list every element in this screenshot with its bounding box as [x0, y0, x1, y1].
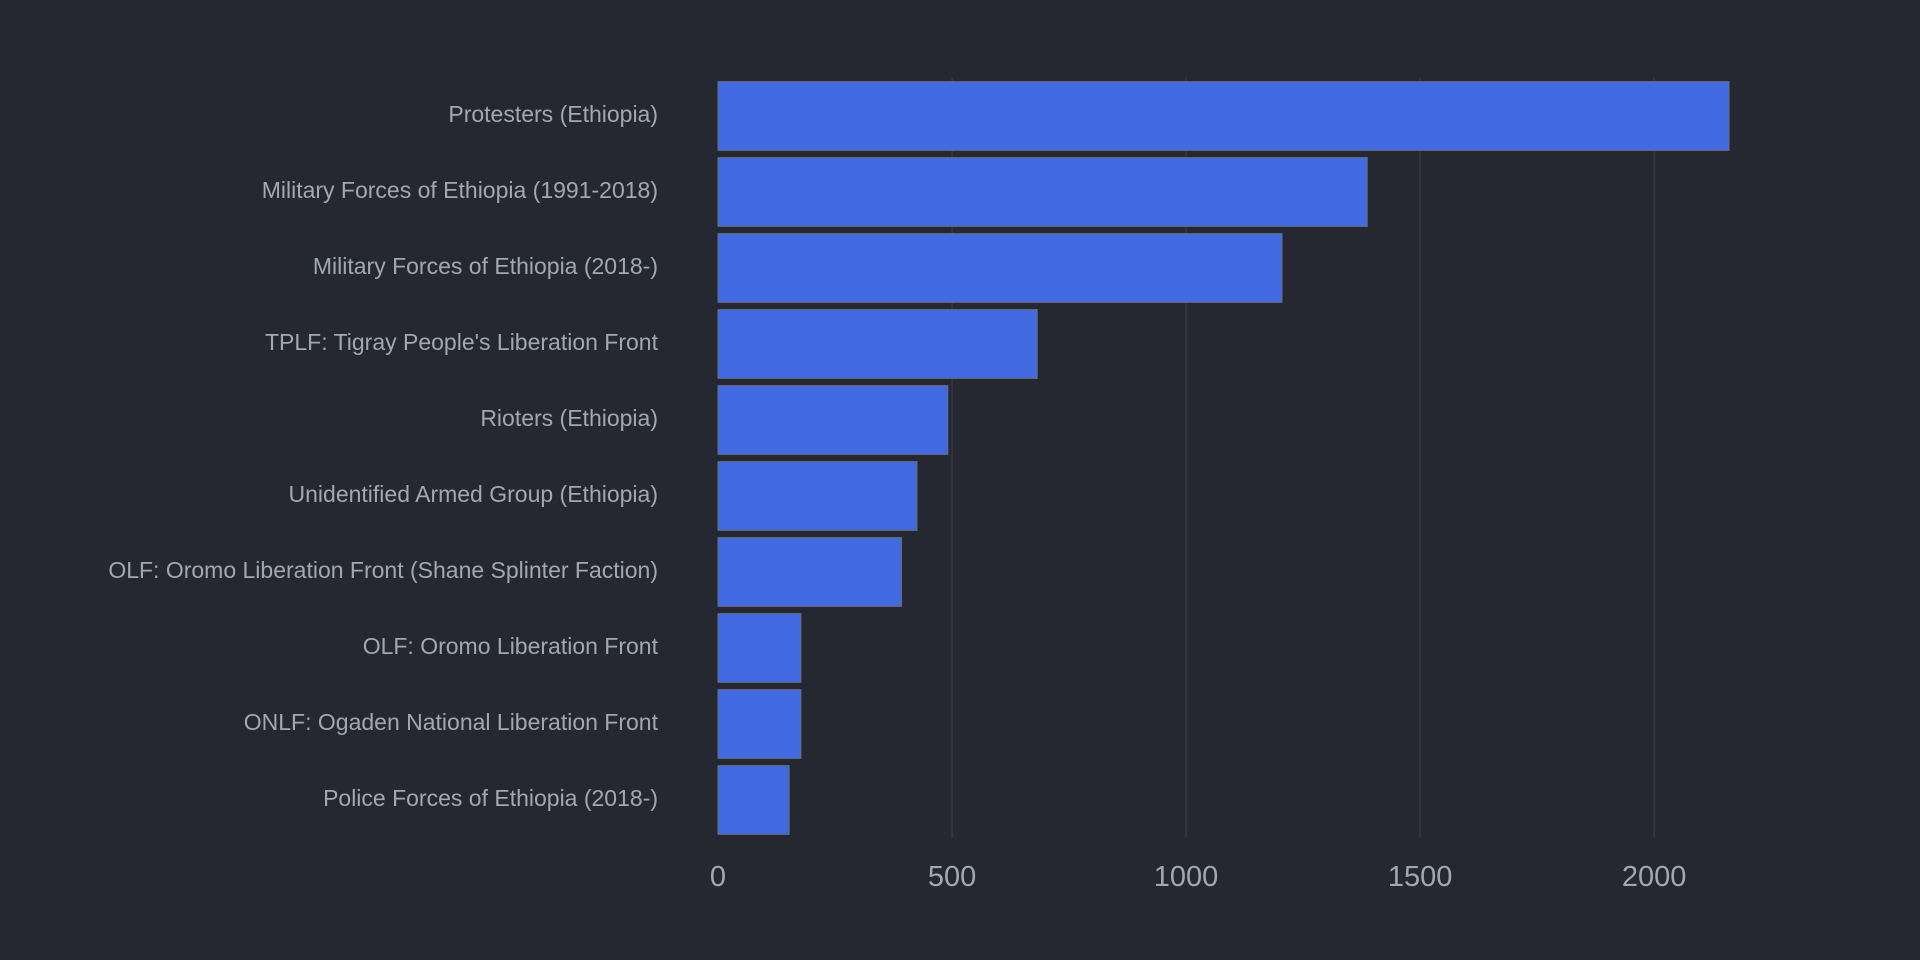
- x-tick-label-3: 1500: [1388, 861, 1453, 893]
- category-label-2: Military Forces of Ethiopia (2018-): [313, 253, 658, 279]
- bar-3: [717, 309, 1038, 379]
- bar-1: [717, 157, 1368, 227]
- category-label-5: Unidentified Armed Group (Ethiopia): [289, 481, 658, 507]
- bar-7: [717, 613, 802, 683]
- category-label-0: Protesters (Ethiopia): [448, 101, 658, 127]
- bar-0: [717, 81, 1730, 151]
- category-label-7: OLF: Oromo Liberation Front: [363, 633, 659, 659]
- bar-8: [717, 689, 802, 759]
- category-label-6: OLF: Oromo Liberation Front (Shane Splin…: [108, 557, 658, 583]
- x-tick-labels: 0 500 1000 1500 2000: [710, 861, 1686, 893]
- bar-4: [717, 385, 949, 455]
- bar-5: [717, 461, 918, 531]
- x-tick-label-4: 2000: [1622, 861, 1687, 893]
- category-label-1: Military Forces of Ethiopia (1991-2018): [262, 177, 658, 203]
- category-label-8: ONLF: Ogaden National Liberation Front: [244, 709, 659, 735]
- category-label-9: Police Forces of Ethiopia (2018-): [323, 785, 658, 811]
- bar-6: [717, 537, 902, 607]
- category-label-4: Rioters (Ethiopia): [480, 405, 658, 431]
- bar-9: [717, 765, 790, 835]
- x-tick-label-0: 0: [710, 861, 726, 893]
- x-tick-label-1: 500: [928, 861, 976, 893]
- category-label-3: TPLF: Tigray People's Liberation Front: [265, 329, 659, 355]
- bar-2: [717, 233, 1283, 303]
- x-tick-label-2: 1000: [1154, 861, 1219, 893]
- bars: [717, 81, 1730, 835]
- category-labels: Protesters (Ethiopia) Military Forces of …: [108, 101, 658, 811]
